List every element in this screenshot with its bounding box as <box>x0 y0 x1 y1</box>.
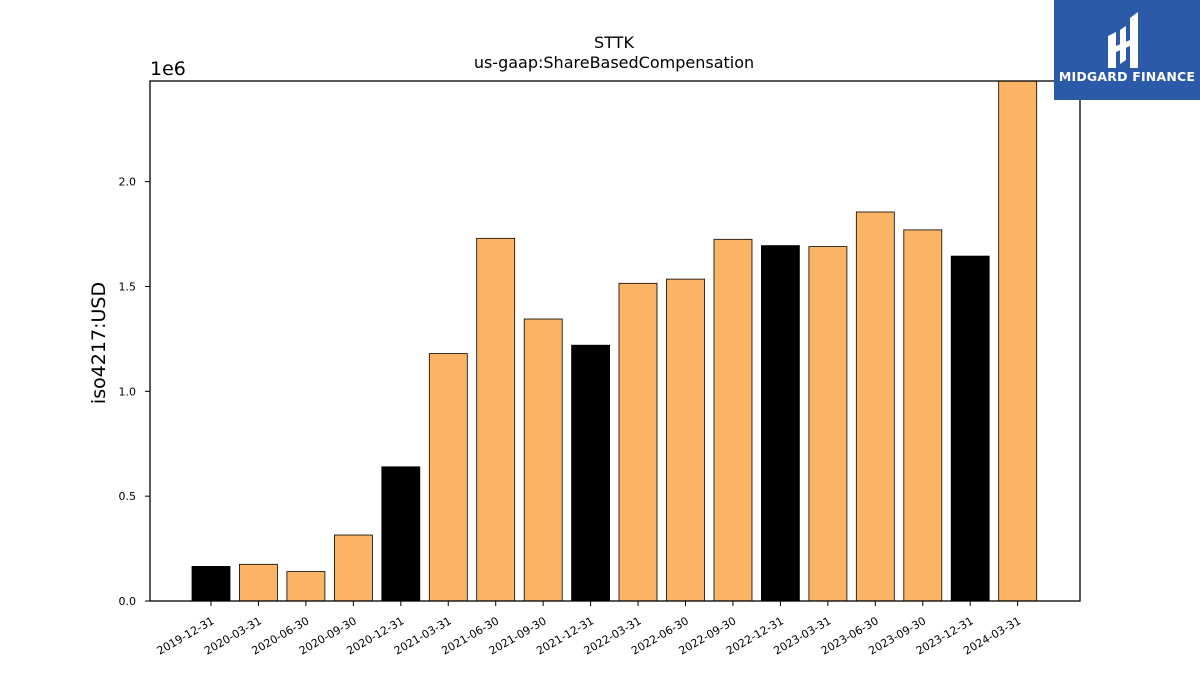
bar-2020-12-31 <box>381 466 421 602</box>
y-tick-label: 0.5 <box>119 490 137 503</box>
bar-2023-09-30 <box>903 229 943 602</box>
y-offset-label: 1e6 <box>150 58 186 80</box>
y-tick-label: 1.0 <box>119 385 137 398</box>
bar-2022-06-30 <box>666 278 705 602</box>
y-tick-label: 1.5 <box>119 280 137 293</box>
chart-subtitle: us-gaap:ShareBasedCompensation <box>474 53 754 72</box>
bar-2022-12-31 <box>761 245 800 602</box>
bar-2023-03-31 <box>808 246 848 602</box>
bar-2021-09-30 <box>523 318 563 602</box>
bar-2020-06-30 <box>286 571 326 602</box>
bar-2021-06-30 <box>476 237 516 602</box>
bar-2021-12-31 <box>571 344 610 602</box>
bar-2023-06-30 <box>855 211 895 602</box>
y-axis-label: iso4217:USD <box>88 282 110 404</box>
bar-2020-09-30 <box>333 534 373 602</box>
bars-group <box>191 80 1038 602</box>
bar-2019-12-31 <box>191 566 231 602</box>
bar-2020-03-31 <box>238 563 278 602</box>
bar-2023-12-31 <box>950 255 990 602</box>
y-tick-label: 2.0 <box>119 176 137 189</box>
chart-title: STTK <box>594 33 634 52</box>
midgard-finance-logo: MIDGARD FINANCE <box>1054 0 1200 100</box>
bar-2021-03-31 <box>428 353 468 602</box>
bar-2022-09-30 <box>713 238 753 602</box>
x-ticks-group: 2019-12-312020-03-312020-06-302020-09-30… <box>155 601 1023 658</box>
plot-frame <box>149 80 1081 602</box>
bar-2024-03-31 <box>998 80 1038 602</box>
midgard-logo-icon <box>1108 12 1138 68</box>
logo-text: MIDGARD FINANCE <box>1058 69 1196 84</box>
bar-2022-03-31 <box>618 282 658 602</box>
y-ticks-group: 0.0 0.5 1.0 1.5 2.0 <box>119 176 150 608</box>
y-tick-label: 0.0 <box>119 595 137 608</box>
